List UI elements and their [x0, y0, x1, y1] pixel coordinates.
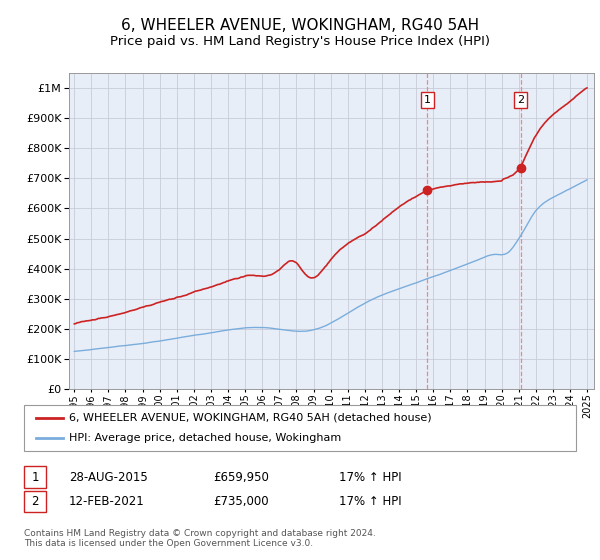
Text: 17% ↑ HPI: 17% ↑ HPI [339, 470, 401, 484]
Text: 1: 1 [424, 95, 431, 105]
Text: 6, WHEELER AVENUE, WOKINGHAM, RG40 5AH (detached house): 6, WHEELER AVENUE, WOKINGHAM, RG40 5AH (… [69, 413, 431, 423]
Text: 2: 2 [31, 494, 39, 508]
Text: £659,950: £659,950 [213, 470, 269, 484]
Text: 12-FEB-2021: 12-FEB-2021 [69, 494, 145, 508]
Text: Price paid vs. HM Land Registry's House Price Index (HPI): Price paid vs. HM Land Registry's House … [110, 35, 490, 49]
Text: £735,000: £735,000 [213, 494, 269, 508]
Text: HPI: Average price, detached house, Wokingham: HPI: Average price, detached house, Woki… [69, 433, 341, 443]
Text: 1: 1 [31, 470, 39, 484]
Text: 6, WHEELER AVENUE, WOKINGHAM, RG40 5AH: 6, WHEELER AVENUE, WOKINGHAM, RG40 5AH [121, 18, 479, 32]
Text: Contains HM Land Registry data © Crown copyright and database right 2024.
This d: Contains HM Land Registry data © Crown c… [24, 529, 376, 548]
Text: 17% ↑ HPI: 17% ↑ HPI [339, 494, 401, 508]
Text: 2: 2 [517, 95, 524, 105]
Text: 28-AUG-2015: 28-AUG-2015 [69, 470, 148, 484]
